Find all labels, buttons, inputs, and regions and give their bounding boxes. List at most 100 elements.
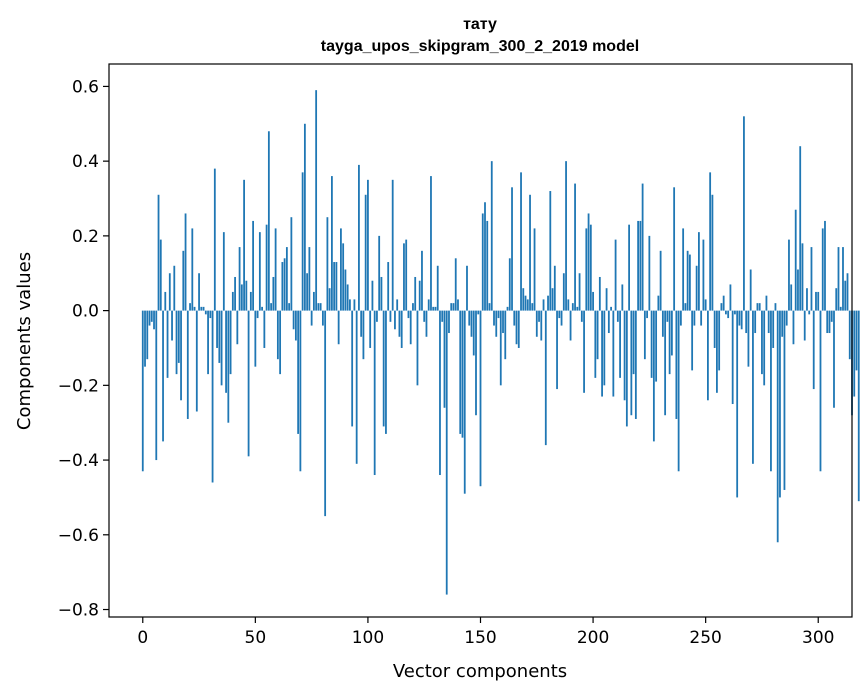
bar: [515, 310, 518, 345]
chart-subtitle: tayga_upos_skipgram_300_2_2019 model: [321, 38, 639, 55]
bar: [790, 284, 793, 311]
bar: [157, 194, 160, 311]
bar: [159, 239, 162, 311]
bar: [855, 310, 858, 371]
bar: [585, 228, 588, 311]
bar: [317, 303, 320, 311]
bar: [596, 310, 599, 360]
bar: [711, 194, 714, 311]
bar: [202, 306, 205, 311]
bar: [540, 310, 543, 341]
bar: [337, 310, 340, 345]
bar: [499, 310, 502, 386]
bar: [702, 239, 705, 311]
bar: [249, 291, 252, 311]
bar: [146, 310, 149, 360]
bar: [691, 310, 694, 371]
bar: [738, 310, 741, 326]
bar: [770, 310, 772, 472]
bar: [565, 161, 567, 311]
bar: [418, 280, 421, 311]
bar: [484, 202, 486, 311]
bar: [265, 224, 268, 311]
bar: [630, 310, 633, 416]
x-axis-ticks: 0 50 100 150 200 250 300: [137, 617, 834, 648]
bar: [398, 310, 401, 337]
bar: [166, 310, 169, 378]
y-tick-label: −0.8: [58, 601, 99, 621]
bar: [263, 310, 266, 348]
bar: [571, 303, 574, 311]
bar: [204, 310, 207, 315]
bar: [646, 310, 649, 319]
bar: [716, 310, 718, 393]
bar: [477, 310, 480, 315]
bar: [290, 217, 293, 311]
bar: [258, 232, 261, 311]
bar: [247, 310, 250, 457]
bar: [182, 250, 185, 311]
bar: [612, 310, 615, 397]
bar: [592, 291, 594, 311]
bar: [191, 228, 194, 311]
x-tick-label: 0: [137, 628, 148, 648]
bar: [650, 310, 653, 378]
bar: [364, 194, 367, 311]
bar: [641, 183, 644, 311]
bar: [171, 310, 173, 341]
bar: [826, 310, 829, 334]
bar: [198, 273, 200, 311]
bar: [141, 310, 144, 472]
bar: [240, 284, 243, 311]
bar: [700, 310, 703, 326]
x-tick-label: 100: [352, 628, 384, 648]
bar: [315, 90, 318, 311]
bar: [340, 228, 342, 311]
bar: [297, 310, 300, 434]
bar: [839, 306, 842, 311]
bar: [637, 220, 640, 311]
bar: [670, 310, 673, 356]
bar: [743, 116, 745, 311]
bar: [659, 250, 662, 311]
bar: [236, 310, 239, 345]
bar: [457, 299, 459, 311]
bar: [281, 262, 284, 311]
bar: [479, 310, 482, 487]
bar: [308, 247, 311, 311]
bar: [396, 299, 399, 311]
bar: [634, 310, 637, 419]
bar: [589, 224, 592, 311]
bar: [391, 179, 394, 311]
bar: [576, 306, 579, 311]
bar: [603, 310, 606, 386]
bar: [173, 265, 176, 311]
bar: [601, 310, 603, 397]
bar: [731, 310, 734, 405]
bar: [639, 220, 642, 311]
bar: [360, 310, 363, 337]
bar: [553, 265, 556, 311]
bar: [441, 310, 444, 322]
bar: [842, 247, 844, 311]
bar: [213, 168, 216, 311]
bar: [283, 258, 286, 311]
bar: [752, 310, 754, 464]
bar: [792, 310, 795, 345]
bar: [472, 310, 475, 356]
bar: [481, 213, 484, 311]
bar: [421, 250, 423, 311]
bar: [184, 213, 187, 311]
bar: [448, 310, 450, 334]
x-tick-label: 200: [577, 628, 609, 648]
bar: [177, 310, 180, 363]
bar: [164, 291, 167, 311]
bar: [144, 310, 146, 367]
bar: [216, 310, 218, 348]
bar: [666, 310, 669, 322]
bar: [833, 310, 835, 408]
bar: [761, 310, 763, 375]
bar: [427, 299, 430, 311]
bar: [466, 265, 468, 311]
bar: [785, 310, 788, 326]
